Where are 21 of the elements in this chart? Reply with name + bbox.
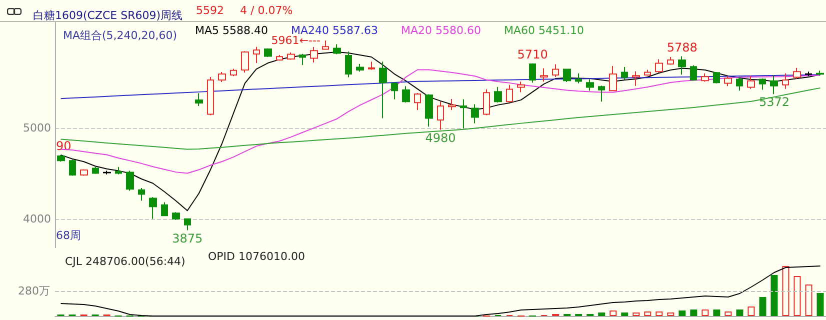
text: MA240 5587.63 [291, 24, 378, 37]
text: 5592 [196, 4, 224, 17]
annotation: 5372 [758, 95, 790, 110]
text: OPID 1076010.00 [208, 250, 305, 263]
text: MA20 5580.60 [400, 24, 481, 37]
annotation: 68周 [56, 229, 81, 242]
annotation: 5710 [517, 47, 548, 62]
y-tick-label: 5000 [23, 121, 51, 134]
annotation: 5961←--- [271, 34, 320, 48]
chart-title: 白糖1609(CZCE SR609)周线 [33, 9, 183, 22]
annotation: 90 [56, 139, 72, 154]
text: 4 / 0.07% [240, 4, 293, 17]
ref-line-label: 280万 [18, 284, 50, 298]
annotation: 4980 [425, 130, 456, 145]
text: MA5 5588.40 [195, 24, 268, 37]
text: MA60 5451.10 [504, 24, 584, 37]
annotation: 3875 [172, 231, 203, 246]
legend-title: MA组合(5,240,20,60) [63, 29, 178, 42]
annotation: 5788 [666, 40, 698, 54]
y-tick-label: 4000 [23, 212, 51, 226]
chart-title: CJL 248706.00(56:44) [65, 255, 186, 268]
